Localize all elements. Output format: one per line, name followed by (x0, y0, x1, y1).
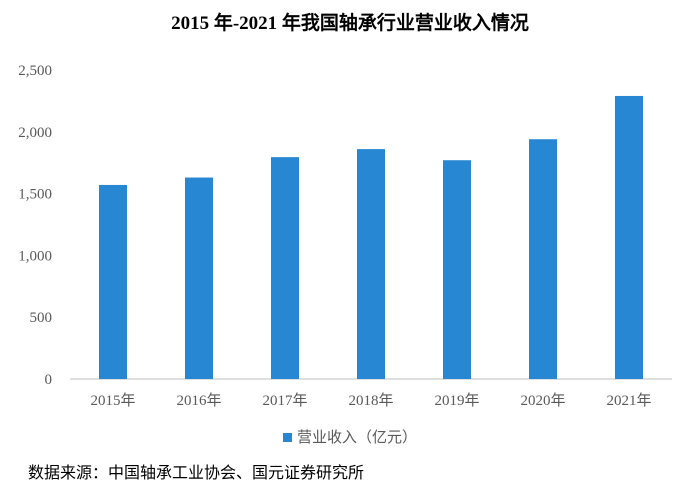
bar-2021年 (615, 95, 643, 380)
legend-swatch (282, 433, 292, 443)
x-axis-ticks: 2015年 2016年 2017年 2018年 2019年 2020年 2021年 (90, 392, 651, 409)
bar-2017年 (271, 157, 299, 379)
bar-2019年 (443, 160, 471, 379)
y-tick-label: 500 (30, 310, 53, 326)
legend-label: 营业收入（亿元） (296, 430, 417, 446)
bar-2016年 (185, 177, 213, 379)
y-tick-label: 0 (45, 372, 53, 388)
x-tick-label: 2019年 (434, 392, 479, 409)
x-tick-label: 2018年 (348, 392, 393, 409)
y-axis-ticks: 0 500 1,000 1,500 2,000 2,500 (18, 63, 52, 388)
x-tick-label: 2016年 (176, 392, 221, 409)
y-tick-label: 1,000 (18, 248, 52, 264)
y-tick-label: 1,500 (18, 187, 52, 203)
y-tick-label: 2,500 (18, 63, 52, 79)
bar-2020年 (529, 139, 557, 379)
y-tick-label: 2,000 (18, 125, 52, 141)
x-tick-label: 2017年 (262, 392, 307, 409)
x-tick-label: 2015年 (90, 392, 135, 409)
x-tick-label: 2020年 (520, 392, 565, 409)
x-tick-label: 2021年 (606, 392, 651, 409)
legend: 营业收入（亿元） (0, 426, 700, 447)
bars (99, 95, 643, 380)
chart-title: 2015 年-2021 年我国轴承行业营业收入情况 (171, 13, 529, 34)
source-note: 数据来源：中国轴承工业协会、国元证券研究所 (28, 465, 365, 482)
bar-2018年 (357, 149, 385, 379)
bar-2015年 (99, 184, 127, 379)
